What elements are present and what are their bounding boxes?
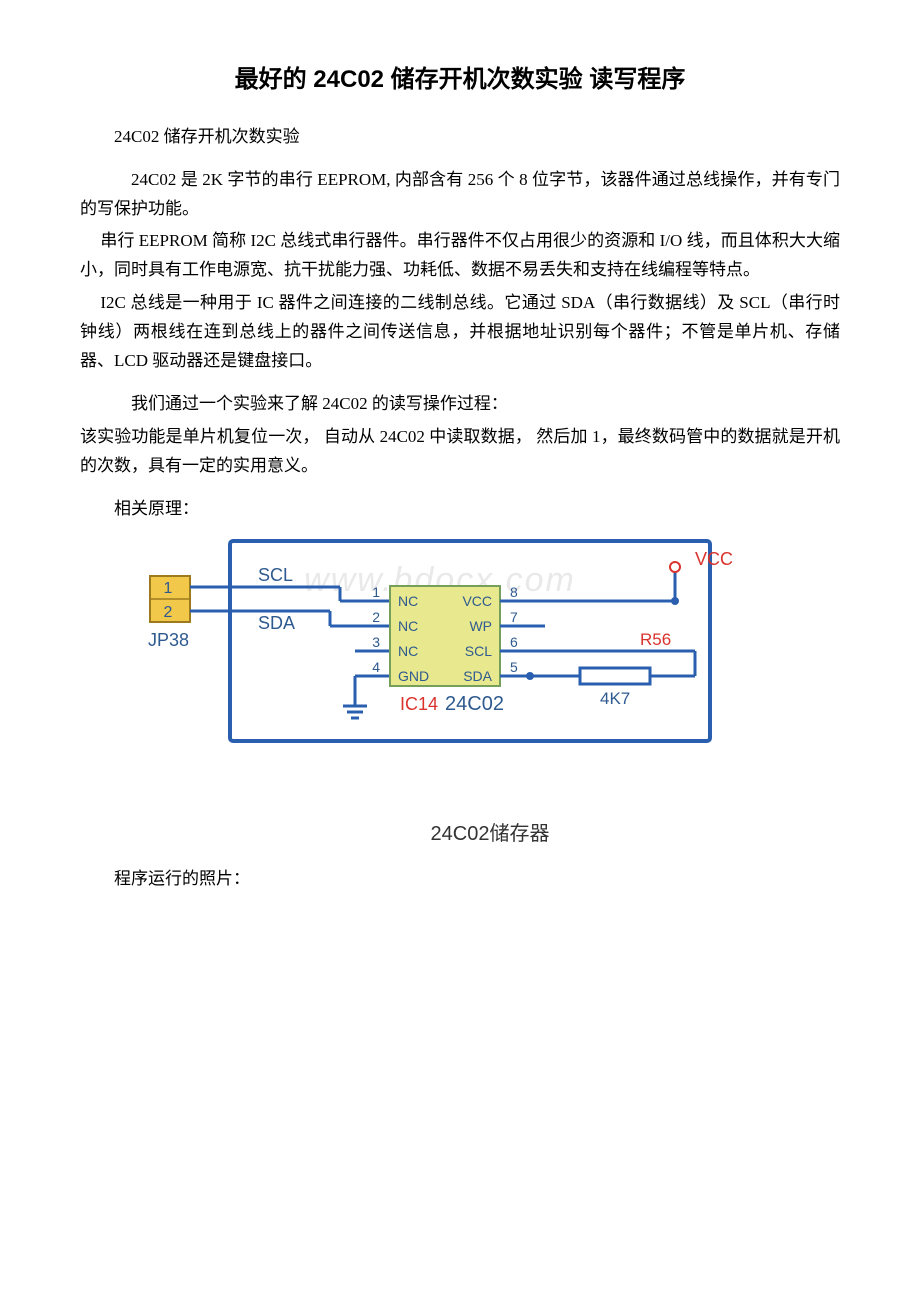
svg-text:24C02: 24C02 (445, 693, 504, 715)
paragraph: 相关原理： (80, 495, 840, 524)
svg-text:SDA: SDA (258, 613, 295, 633)
svg-text:NC: NC (398, 618, 418, 634)
paragraph: 我们通过一个实验来了解 24C02 的读写操作过程： (80, 390, 840, 419)
svg-text:JP38: JP38 (148, 630, 189, 650)
svg-text:SCL: SCL (465, 643, 492, 659)
svg-text:3: 3 (372, 634, 380, 650)
svg-text:GND: GND (398, 668, 429, 684)
diagram-caption: 24C02储存器 (140, 817, 840, 851)
svg-text:R56: R56 (640, 630, 671, 649)
paragraph: I2C 总线是一种用于 IC 器件之间连接的二线制总线。它通过 SDA（串行数据… (80, 289, 840, 376)
svg-text:SCL: SCL (258, 565, 293, 585)
svg-text:4K7: 4K7 (600, 689, 630, 708)
paragraph: 24C02 储存开机次数实验 (80, 123, 840, 152)
circuit-diagram: www.bdocx.com12JP38SCLSDA1234NCNCNCGNDVC… (140, 531, 840, 851)
svg-text:VCC: VCC (695, 549, 733, 569)
svg-text:VCC: VCC (462, 593, 492, 609)
svg-text:7: 7 (510, 609, 518, 625)
svg-text:2: 2 (372, 609, 380, 625)
svg-text:IC14: IC14 (400, 694, 438, 714)
svg-text:1: 1 (372, 584, 380, 600)
svg-text:8: 8 (510, 584, 518, 600)
paragraph: 串行 EEPROM 简称 I2C 总线式串行器件。串行器件不仅占用很少的资源和 … (80, 227, 840, 285)
svg-text:4: 4 (372, 659, 380, 675)
paragraph: 24C02 是 2K 字节的串行 EEPROM, 内部含有 256 个 8 位字… (80, 166, 840, 224)
svg-text:1: 1 (164, 580, 173, 597)
svg-text:2: 2 (164, 604, 173, 621)
page-title: 最好的 24C02 储存开机次数实验 读写程序 (80, 60, 840, 101)
paragraph: 该实验功能是单片机复位一次， 自动从 24C02 中读取数据， 然后加 1，最终… (80, 423, 840, 481)
svg-text:SDA: SDA (463, 668, 492, 684)
svg-text:5: 5 (510, 659, 518, 675)
svg-text:NC: NC (398, 593, 418, 609)
svg-text:NC: NC (398, 643, 418, 659)
paragraph: 程序运行的照片： (80, 865, 840, 894)
svg-text:WP: WP (469, 618, 492, 634)
svg-text:6: 6 (510, 634, 518, 650)
